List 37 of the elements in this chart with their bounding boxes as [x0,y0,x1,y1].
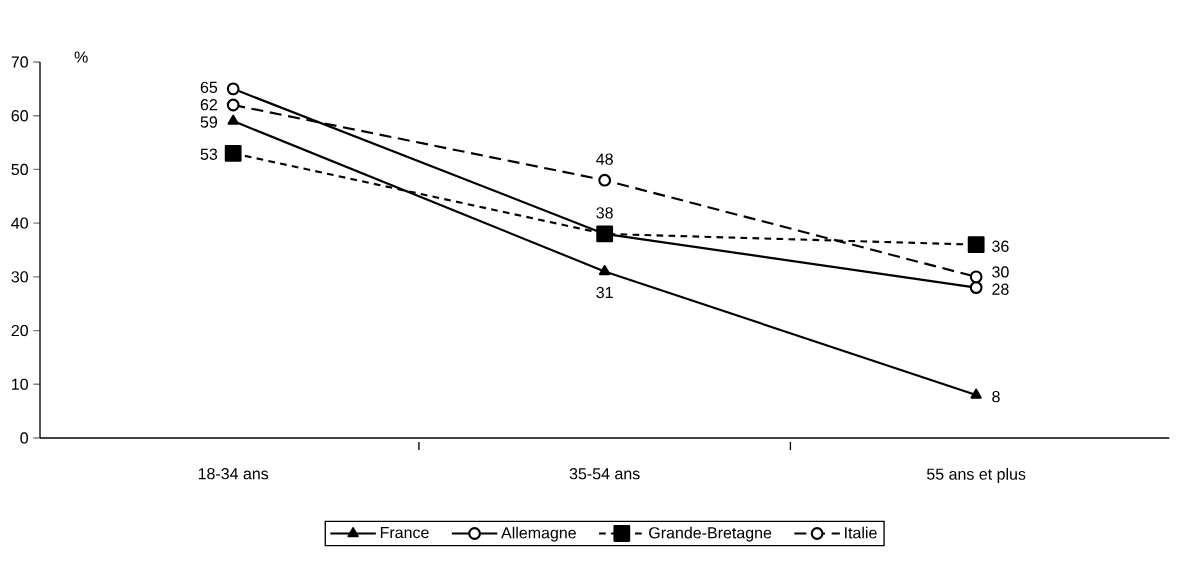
data-label: 31 [596,286,613,299]
point [226,98,240,112]
y-tick-label: 30 [11,271,29,283]
y-tick-label: 50 [11,163,29,176]
y-tick-label: 0 [20,432,29,444]
legend-label: France [380,527,429,539]
point [969,281,983,295]
y-axis-title: % [74,51,88,63]
y-tick-label: 70 [11,56,29,68]
data-label: 62 [200,99,217,111]
data-label: 36 [992,240,1009,252]
point [598,265,611,276]
x-tick-label: 55 ans et plus [927,468,1026,483]
y-tick-label: 20 [11,324,29,337]
x-tick-label: 35-54 ans [569,468,640,480]
data-label: 8 [992,391,1000,403]
point [967,236,985,254]
legend-label: Grande-Bretagne [649,526,772,542]
data-label: 53 [200,148,218,160]
y-tick-label: 60 [11,110,29,122]
data-label: 48 [596,153,613,165]
y-tick-label: 40 [11,217,29,229]
point [969,270,983,284]
point [598,173,612,187]
point [224,144,242,162]
data-label: 30 [992,266,1009,278]
point [227,114,239,125]
legend-label: Allemagne [501,526,576,542]
data-label: 59 [200,116,218,128]
x-tick-label: 18-34 ans [198,468,269,480]
data-label: 38 [596,207,613,219]
point [226,82,240,96]
legend-label: Italie [845,526,877,539]
y-tick-label: 10 [12,378,29,390]
data-label: 28 [992,283,1009,295]
data-label: 65 [200,81,218,93]
point [970,388,982,399]
